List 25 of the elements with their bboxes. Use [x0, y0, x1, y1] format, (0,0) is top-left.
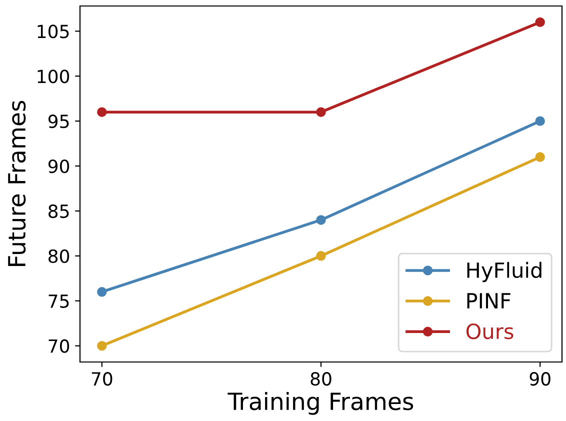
- point: [535, 152, 545, 162]
- y-tick-label: 75: [48, 294, 69, 308]
- point: [97, 287, 107, 297]
- y-tick-label: 95: [48, 114, 69, 128]
- legend-label: HyFluid: [467, 262, 542, 282]
- point: [97, 107, 107, 117]
- y-tick-label: 90: [48, 159, 70, 174]
- y-tick-label: 70: [48, 339, 70, 353]
- point: [316, 215, 326, 225]
- x-tick-label: 80: [310, 372, 332, 386]
- legend-label: PINF: [467, 293, 510, 308]
- point: [316, 251, 326, 261]
- point: [535, 116, 545, 126]
- x-axis-title: Training Frames: [228, 392, 414, 415]
- y-tick-label: 100: [38, 70, 70, 84]
- x-tick-label: 90: [530, 372, 550, 386]
- legend-label: Ours: [466, 323, 514, 340]
- y-axis-title: Future Frames: [8, 100, 26, 266]
- y-tick-label: 80: [48, 249, 70, 264]
- point: [316, 107, 326, 117]
- point: [535, 17, 545, 28]
- point: [97, 340, 107, 351]
- y-tick-label: 105: [38, 24, 69, 38]
- x-tick-label: 70: [92, 372, 112, 386]
- y-tick-label: 85: [48, 204, 69, 218]
